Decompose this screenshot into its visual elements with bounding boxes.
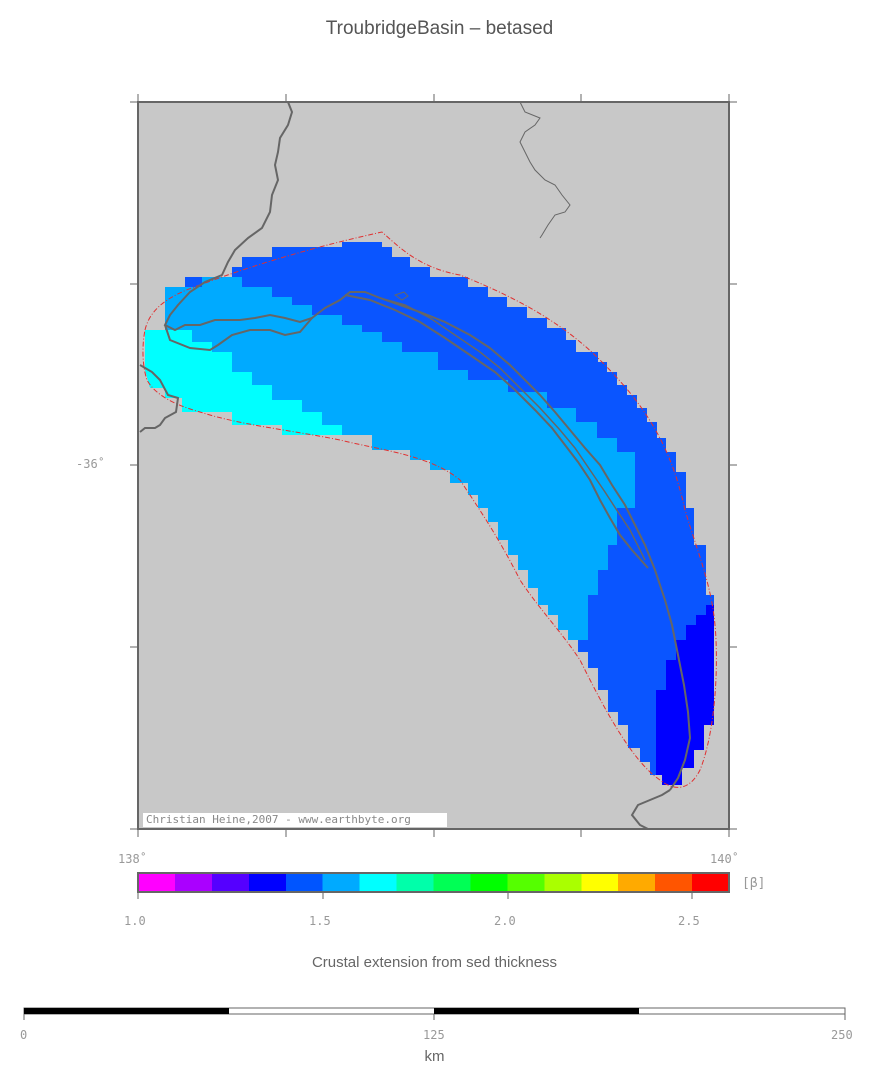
colorbar-swatch [581,873,619,892]
scale-tick-0: 0 [20,1028,28,1042]
colorbar-tick-2-5: 2.5 [678,914,700,928]
basin-zone-middle [165,277,635,640]
colorbar-swatch [655,873,693,892]
coast-southwest [139,364,180,433]
coast-gulf-west [164,317,313,352]
map-title: TroubridgeBasin – betased [325,18,554,39]
coastlines [139,101,692,830]
colorbar-swatch [285,873,324,892]
scale-tick-250: 250 [831,1028,853,1042]
colorbar-swatch [692,873,730,892]
colorbar-swatch [470,873,508,892]
colorbar-swatch [359,873,398,892]
lon-label-west: 138˚ [118,852,147,866]
coast-south-tip [630,789,671,830]
colorbar-caption: Crustal extension from sed thickness [311,954,558,971]
colorbar-swatch [507,873,545,892]
colorbar-tick-1-5: 1.5 [309,914,331,928]
colorbar-frame [137,872,730,893]
colorbar-swatch [322,873,361,892]
colorbar-swatch [138,873,176,892]
colorbar-swatch [433,873,471,892]
coast-yorke-peninsula [163,101,692,791]
scale-bar [23,1007,846,1020]
basin-outline [142,231,717,788]
map-credit: Christian Heine,2007 - www.earthbyte.org [146,813,411,826]
colorbar-swatch [248,873,287,892]
river-murray [519,101,571,239]
colorbar-unit: [β] [742,876,766,891]
basin-zone-inner [145,330,342,435]
coast-coorong-1 [344,294,649,569]
coast-islet [393,291,409,301]
coast-coorong-2 [379,297,646,561]
lon-label-east: 140˚ [710,852,739,866]
colorbar [138,873,730,892]
map-ticks [130,94,737,837]
scale-tick-125: 125 [423,1028,445,1042]
colorbar-swatch [544,873,582,892]
colorbar-tick-1-0: 1.0 [124,914,146,928]
lat-label: -36˚ [76,457,105,471]
colorbar-ticks [137,892,693,899]
basin-grid [145,242,714,785]
colorbar-swatch [618,873,656,892]
colorbar-swatch [174,873,213,892]
colorbar-swatch [396,873,434,892]
colorbar-swatch [211,873,250,892]
credit-box [143,813,447,827]
scale-unit: km [424,1048,445,1065]
colorbar-tick-2-0: 2.0 [494,914,516,928]
